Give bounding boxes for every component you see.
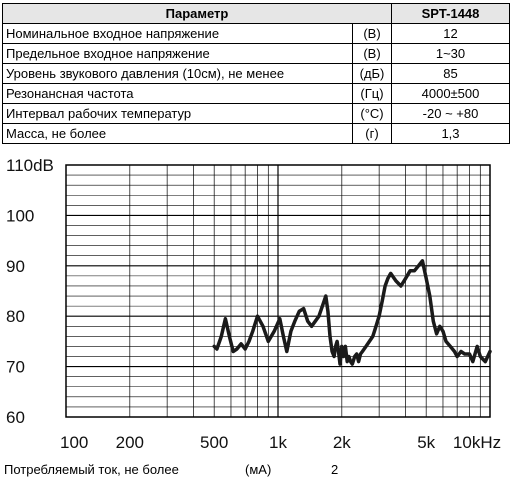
x-tick-label: 200 bbox=[116, 433, 144, 452]
table-row: Интервал рабочих температур (°С) -20 ~ +… bbox=[2, 103, 510, 124]
x-tick-label: 10kHz bbox=[453, 433, 501, 452]
spec-table: Параметр SPT-1448 Номинальное входное на… bbox=[2, 3, 510, 144]
row-unit: (В) bbox=[352, 23, 392, 44]
x-tick-label: 5k bbox=[417, 433, 435, 452]
row-value: 12 bbox=[391, 23, 510, 44]
row-param: Уровень звукового давления (10см), не ме… bbox=[2, 63, 353, 84]
row-value: 1,3 bbox=[391, 123, 510, 144]
x-tick-label: 2k bbox=[333, 433, 351, 452]
y-tick-label: 70 bbox=[6, 358, 25, 377]
header-parameter: Параметр bbox=[2, 3, 392, 24]
frequency-response-chart: 60 70 80 90 100 110dB 100 200 500 1k 2k 5k 10kHz bbox=[6, 156, 501, 452]
row-param: Резонансная частота bbox=[2, 83, 353, 104]
current-unit: (мА) bbox=[245, 462, 272, 477]
row-unit: (°С) bbox=[352, 103, 392, 124]
row-param: Масса, не более bbox=[2, 123, 353, 144]
x-tick-label: 500 bbox=[200, 433, 228, 452]
y-tick-label: 100 bbox=[6, 206, 34, 225]
table-row: Резонансная частота (Гц) 4000±500 bbox=[2, 83, 510, 104]
row-value: 85 bbox=[391, 63, 510, 84]
table-row: Уровень звукового давления (10см), не ме… bbox=[2, 63, 510, 84]
y-tick-label: 90 bbox=[6, 257, 25, 276]
row-unit: (В) bbox=[352, 43, 392, 64]
table-row: Масса, не более (г) 1,3 bbox=[2, 123, 510, 144]
header-model: SPT-1448 bbox=[391, 3, 510, 24]
y-tick-label: 80 bbox=[6, 307, 25, 326]
row-value: 1~30 bbox=[391, 43, 510, 64]
series-line bbox=[212, 259, 492, 366]
row-param: Предельное входное напряжение bbox=[2, 43, 353, 64]
row-unit: (дБ) bbox=[352, 63, 392, 84]
x-tick-label: 1k bbox=[269, 433, 287, 452]
spec-table-header: Параметр SPT-1448 bbox=[2, 3, 510, 24]
current-value: 2 bbox=[331, 462, 339, 477]
table-row: Предельное входное напряжение (В) 1~30 bbox=[2, 43, 510, 64]
row-unit: (г) bbox=[352, 123, 392, 144]
row-value: -20 ~ +80 bbox=[391, 103, 510, 124]
row-unit: (Гц) bbox=[352, 83, 392, 104]
y-tick-label: 60 bbox=[6, 408, 25, 427]
row-param: Номинальное входное напряжение bbox=[2, 23, 353, 44]
y-tick-label: 110dB bbox=[6, 156, 54, 175]
row-value: 4000±500 bbox=[391, 83, 510, 104]
x-tick-label: 100 bbox=[60, 433, 88, 452]
table-row: Номинальное входное напряжение (В) 12 bbox=[2, 23, 510, 44]
current-label: Потребляемый ток, не более bbox=[4, 462, 179, 477]
row-param: Интервал рабочих температур bbox=[2, 103, 353, 124]
